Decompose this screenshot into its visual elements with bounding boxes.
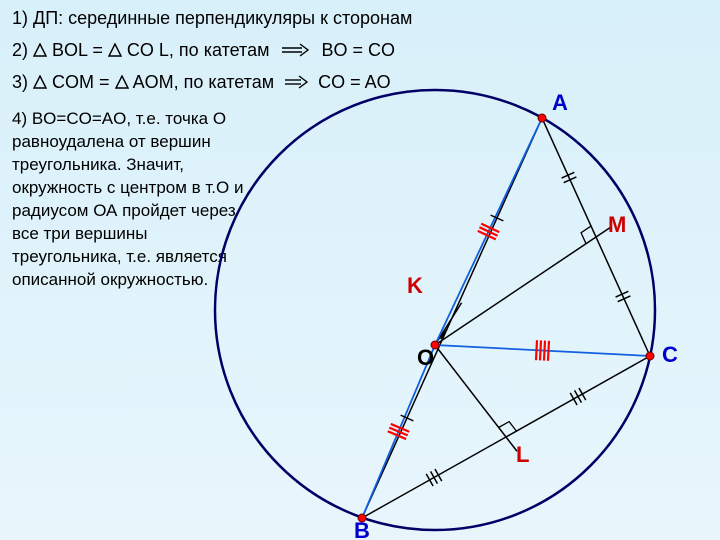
triangle-sides [362,118,650,518]
circumcircle [215,90,655,530]
svg-text:O: O [417,345,434,370]
geometry-diagram: A B C O K L M [0,0,720,540]
svg-text:M: M [608,212,626,237]
svg-text:A: A [552,90,568,115]
right-angles [441,226,591,431]
svg-text:C: C [662,342,678,367]
svg-text:K: K [407,273,423,298]
side-ticks [401,172,631,486]
svg-text:B: B [354,518,370,540]
perpendicular-bisectors [435,227,611,451]
svg-text:L: L [516,442,529,467]
vertex-labels: A B C O K L M [354,90,678,540]
radii [362,118,650,518]
